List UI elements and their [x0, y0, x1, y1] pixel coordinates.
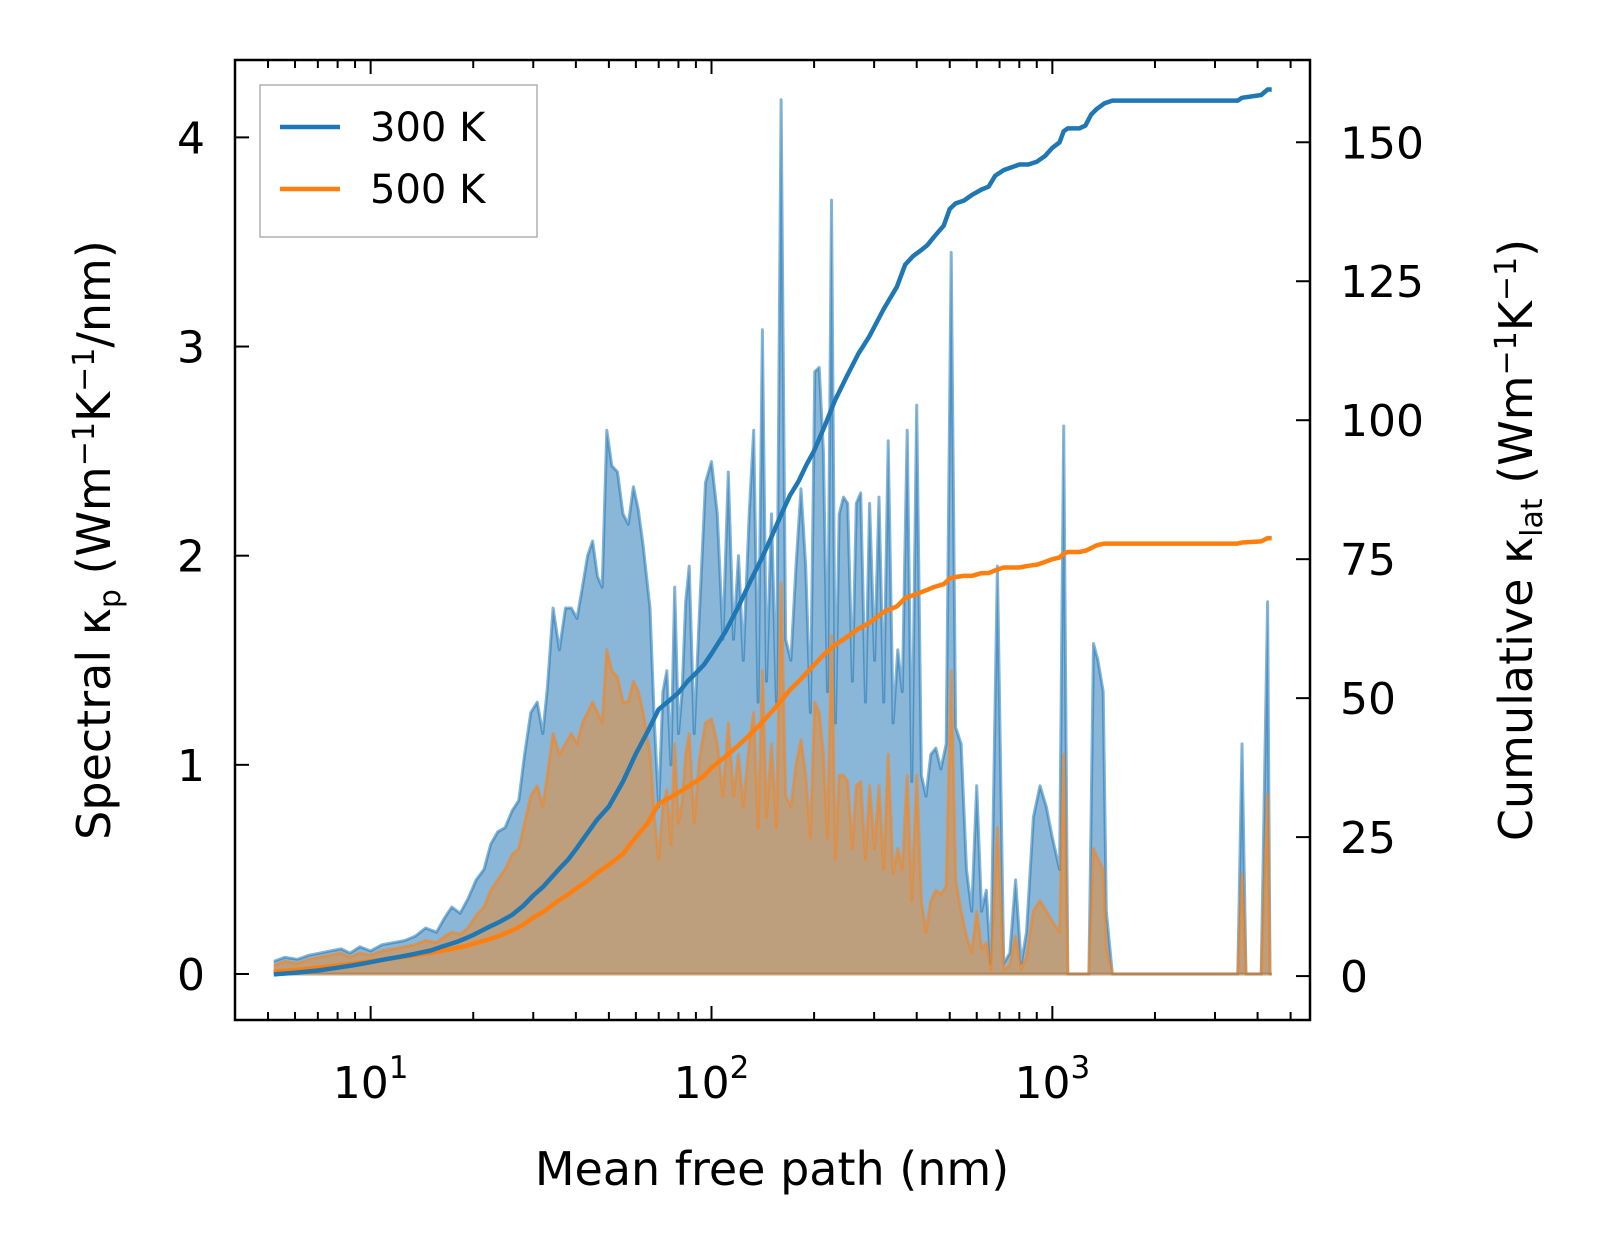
spectral-fills	[273, 98, 1272, 976]
right-tick-label: 0	[1340, 952, 1368, 1003]
left-axis-title: Spectral κp (Wm−1K−1/nm)	[67, 240, 128, 840]
x-tick-label: 102	[674, 1050, 750, 1109]
right-tick-label: 100	[1340, 396, 1424, 447]
right-tick-label: 75	[1340, 535, 1396, 586]
left-tick-label: 4	[177, 113, 205, 164]
right-tick-label: 150	[1340, 118, 1424, 169]
legend: 300 K 500 K	[259, 84, 538, 238]
right-tick-label: 125	[1340, 257, 1424, 308]
right-axis-title: Cumulative κlat (Wm−1K−1)	[1489, 239, 1550, 841]
spectral-edge-500k	[273, 581, 1272, 976]
cumulative-line-500k	[273, 535, 1272, 974]
right-tick-label: 50	[1340, 674, 1396, 725]
x-tick-label: 103	[1014, 1050, 1090, 1109]
x-axis-ticks: 101 102 103	[234, 60, 1292, 1109]
legend-label-500k: 500 K	[370, 167, 487, 213]
right-tick-label: 25	[1340, 813, 1396, 864]
left-tick-label: 3	[177, 323, 205, 374]
left-tick-label: 0	[177, 950, 205, 1001]
legend-box	[259, 84, 538, 238]
cumulative-line-300k	[273, 87, 1272, 977]
spectral-edge-300k	[273, 98, 1272, 976]
right-axis-ticks: 0 25 50 75 100 125 150	[1296, 118, 1424, 1003]
left-tick-label: 1	[177, 741, 205, 792]
cumulative-lines	[273, 87, 1272, 977]
x-axis-title: Mean free path (nm)	[535, 1142, 1009, 1196]
legend-label-300k: 300 K	[370, 105, 487, 151]
plot-frame	[233, 58, 1312, 1022]
x-tick-label: 101	[333, 1050, 409, 1109]
left-tick-label: 2	[177, 532, 205, 583]
left-axis-ticks: 0 1 2 3 4	[177, 113, 249, 1001]
